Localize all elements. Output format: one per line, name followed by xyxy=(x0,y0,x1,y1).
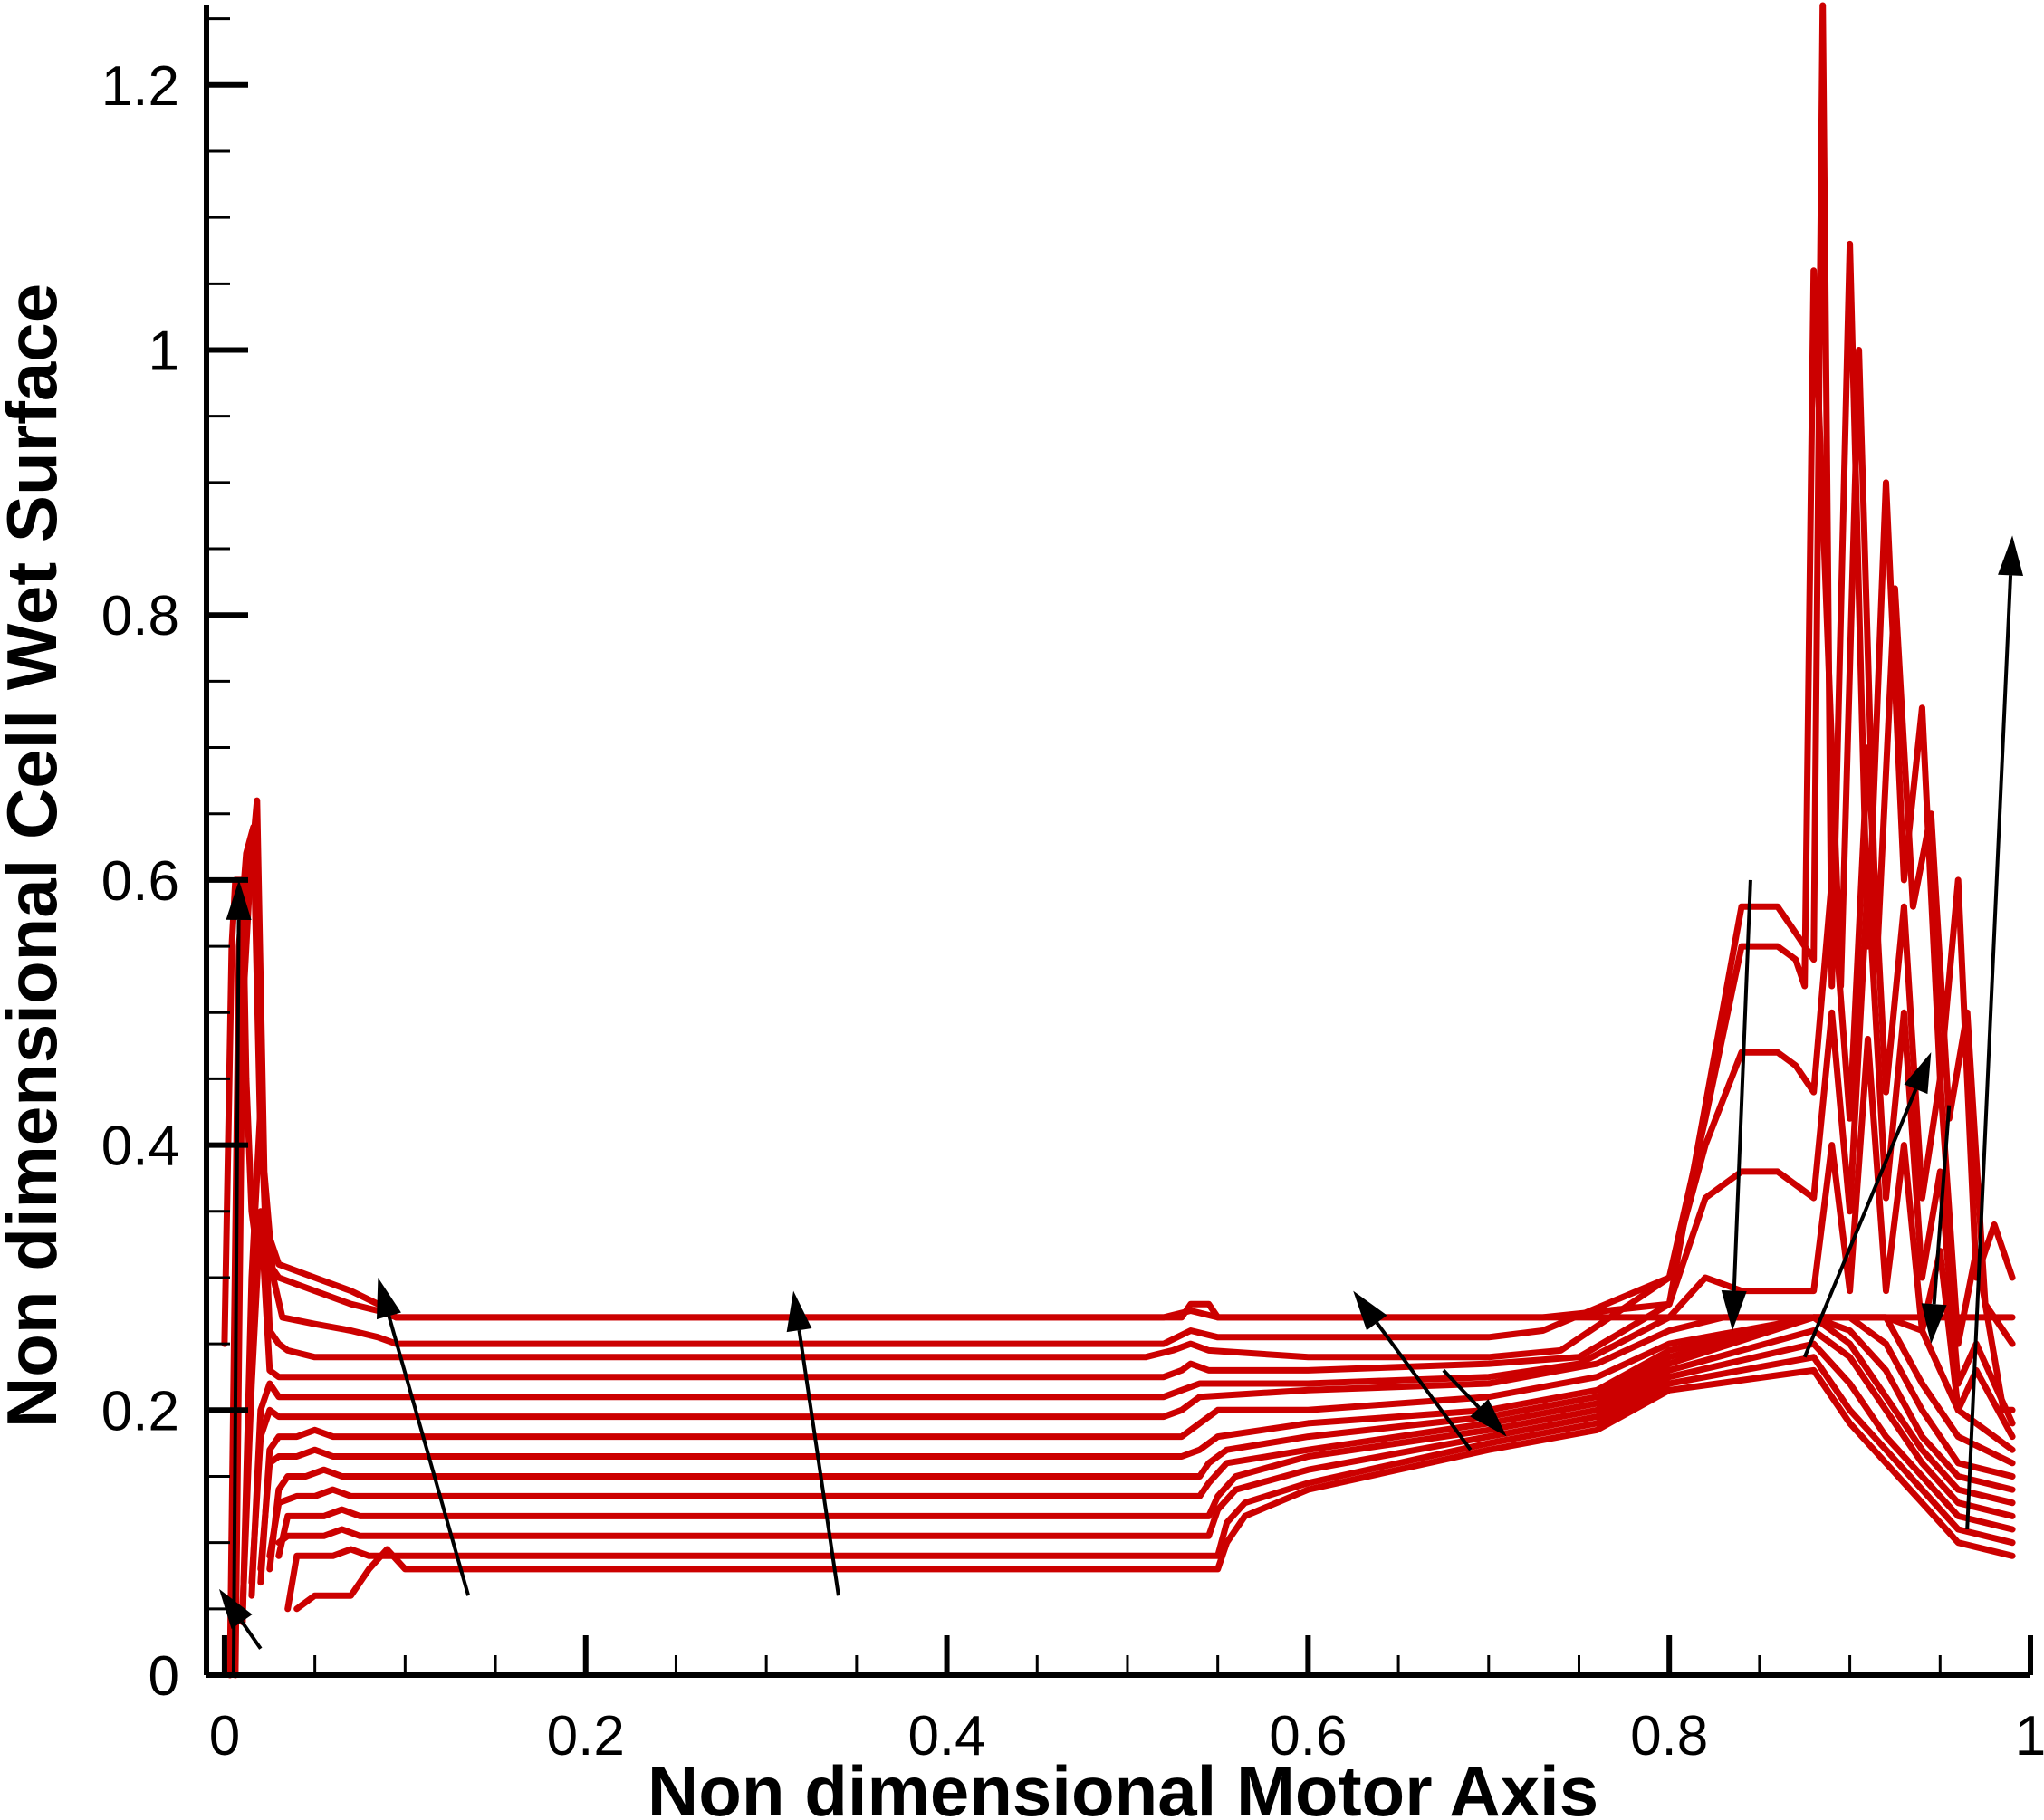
series-line-8 xyxy=(257,1314,2016,1586)
series-layer xyxy=(221,2,2016,1679)
annotation-arrow-5 xyxy=(1353,1290,1473,1451)
x-tick-label: 0.2 xyxy=(547,1705,625,1767)
annotation-arrow-2 xyxy=(226,879,252,1676)
series-line-12 xyxy=(275,1327,2016,1559)
series-line-9 xyxy=(257,1314,2016,1573)
series-line-4 xyxy=(239,744,2016,1625)
annotation-arrow-9 xyxy=(1921,1105,1952,1345)
y-tick-label: 0 xyxy=(149,1645,179,1708)
y-tick-label: 0.8 xyxy=(101,585,179,647)
x-tick-label: 0 xyxy=(209,1705,240,1767)
series-line-6 xyxy=(248,1036,2016,1599)
series-line-2 xyxy=(226,2,2016,1679)
y-tick-label: 0.4 xyxy=(101,1116,179,1178)
x-axis-title: Non dimensional Motor Axis xyxy=(648,1751,1598,1820)
annotation-arrow-6 xyxy=(1442,1369,1507,1437)
annotation-arrow-4 xyxy=(786,1290,840,1596)
x-tick-label: 0.6 xyxy=(1269,1705,1347,1767)
x-tick-label: 1 xyxy=(2015,1705,2044,1767)
series-line-11 xyxy=(266,1314,2016,1559)
series-line-10 xyxy=(266,1314,2016,1573)
annotation-arrow-8 xyxy=(1802,1052,1932,1358)
annotation-arrow-3 xyxy=(376,1277,471,1596)
y-tick-label: 0.2 xyxy=(101,1380,179,1442)
annotation-arrow-10 xyxy=(1965,535,2024,1530)
series-line-1 xyxy=(221,876,2016,1347)
axes: 0 0.2 0.4 0.6 0.8 1 0 0.2 0.4 0.6 0.8 1 1.2 xyxy=(101,5,2044,1767)
arrow-layer xyxy=(218,535,2024,1676)
series-line-3 xyxy=(232,267,2016,1679)
series-line-14 xyxy=(284,1354,2016,1613)
annotation-arrow-7 xyxy=(1721,879,1752,1331)
y-axis-title: Non dimensional Cell Wet Surface xyxy=(0,283,72,1428)
y-tick-label: 1.2 xyxy=(101,55,179,118)
y-tick-label: 1 xyxy=(149,321,179,383)
x-tick-label: 0.4 xyxy=(907,1705,985,1767)
y-tick-label: 0.6 xyxy=(101,850,179,913)
series-line-5 xyxy=(239,876,2016,1613)
x-tick-label: 0.8 xyxy=(1630,1705,1708,1767)
series-line-15 xyxy=(293,1366,2016,1613)
series-line-13 xyxy=(275,1340,2016,1547)
